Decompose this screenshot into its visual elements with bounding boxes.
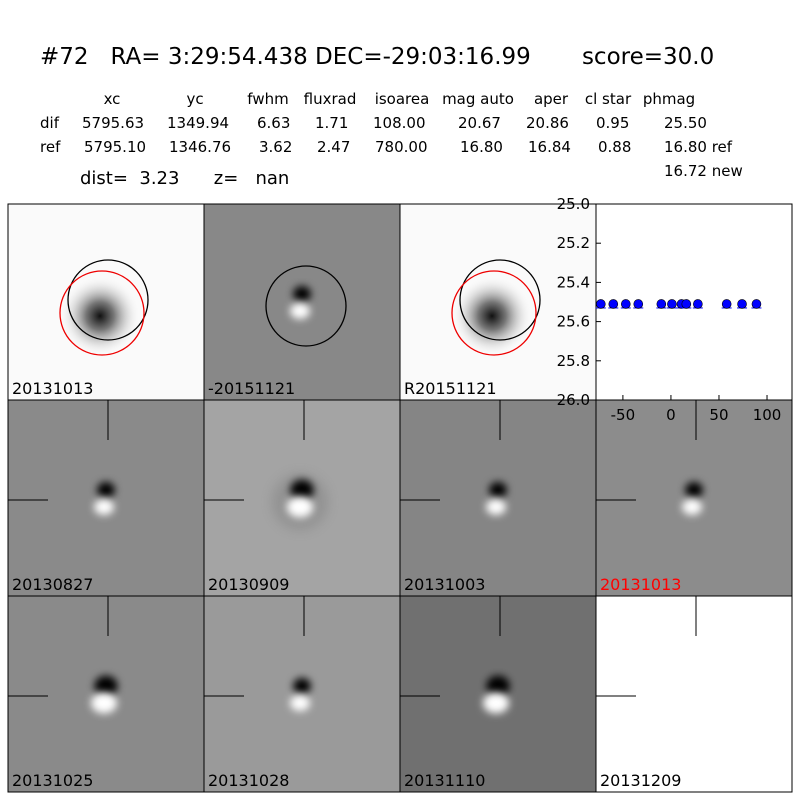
- table-cell: 108.00: [373, 114, 426, 132]
- table-cell: 0.95: [596, 114, 629, 132]
- table-cell: 16.80 ref: [664, 138, 733, 156]
- dipole-pos: [486, 499, 506, 515]
- y-tick-label: 25.6: [557, 313, 590, 331]
- table-cell: 0.88: [598, 138, 631, 156]
- table-cell: 1.71: [315, 114, 348, 132]
- dipole-pos: [682, 499, 702, 515]
- dipole-neg: [94, 675, 118, 697]
- column-header: fluxrad: [304, 90, 357, 108]
- table-cell: 5795.10: [84, 138, 146, 156]
- table-cell: 16.84: [528, 138, 571, 156]
- x-tick-label: 50: [709, 406, 728, 424]
- stamp-label: -20151121: [208, 379, 295, 398]
- column-header: fwhm: [247, 90, 288, 108]
- table-cell: 2.47: [317, 138, 350, 156]
- point: [721, 299, 732, 309]
- y-tick-label: 25.4: [557, 273, 590, 291]
- dipole-pos: [290, 303, 310, 319]
- column-header: yc: [186, 90, 203, 108]
- column-header: cl star: [585, 90, 632, 108]
- star: [60, 276, 140, 356]
- dipole-neg: [290, 479, 314, 501]
- stamp-label: 20131013: [600, 575, 681, 594]
- dipole-neg: [685, 482, 703, 498]
- point: [693, 299, 703, 309]
- table-cell: 3.62: [259, 138, 292, 156]
- dipole-neg: [97, 482, 115, 498]
- dipole-pos: [290, 695, 310, 711]
- point: [596, 299, 606, 309]
- point: [656, 299, 667, 309]
- aperture-ref: [59, 270, 145, 356]
- dist-line: dist= 3.23 z= nan: [80, 168, 289, 189]
- dipole-neg: [486, 675, 510, 697]
- table-cell: 20.67: [458, 114, 501, 132]
- point: [608, 299, 619, 309]
- aperture: [265, 265, 347, 347]
- stamp-label: 20131209: [600, 771, 681, 790]
- dipole-neg: [293, 286, 311, 302]
- new-mag: 16.72 new: [664, 162, 743, 180]
- point: [633, 299, 644, 309]
- stamp-label: 20131028: [208, 771, 289, 790]
- stamp-label: 20130827: [12, 575, 93, 594]
- column-header: aper: [534, 90, 569, 108]
- stamp-label: 20131003: [404, 575, 485, 594]
- dipole-pos: [94, 499, 114, 515]
- stamp-label: 20130909: [208, 575, 289, 594]
- x-tick-label: 0: [666, 406, 676, 424]
- point: [667, 299, 677, 309]
- table-cell: 16.80: [460, 138, 503, 156]
- y-tick-label: 25.2: [557, 234, 590, 252]
- point: [751, 299, 762, 309]
- dipole-pos: [91, 692, 117, 714]
- column-header: phmag: [643, 90, 695, 108]
- dipole-pos: [287, 496, 313, 518]
- table-cell: 20.86: [526, 114, 569, 132]
- star: [452, 276, 532, 356]
- dipole-neg: [293, 678, 311, 694]
- x-tick-label: -50: [611, 406, 636, 424]
- stamp-label: 20131110: [404, 771, 485, 790]
- table-cell: 780.00: [375, 138, 428, 156]
- table-cell: 6.63: [257, 114, 290, 132]
- point: [737, 299, 747, 309]
- title: #72 RA= 3:29:54.438 DEC=-29:03:16.99 sco…: [40, 44, 714, 70]
- point: [620, 299, 631, 309]
- stamp-label: 20131013: [12, 379, 93, 398]
- table-cell: 1346.76: [169, 138, 231, 156]
- dipole-pos: [483, 692, 509, 714]
- table-cell: 5795.63: [82, 114, 144, 132]
- table-cell: ref: [40, 138, 61, 156]
- column-header: xc: [104, 90, 121, 108]
- table-cell: 25.50: [664, 114, 707, 132]
- aperture: [67, 259, 149, 341]
- aperture: [459, 259, 541, 341]
- stamp: [595, 595, 793, 793]
- column-header: isoarea: [375, 90, 430, 108]
- y-tick-label: 25.8: [557, 352, 590, 370]
- aperture-ref: [451, 270, 537, 356]
- stamp-label: 20131025: [12, 771, 93, 790]
- point: [681, 299, 692, 309]
- dipole-neg: [489, 482, 507, 498]
- stamp: [399, 595, 597, 793]
- x-tick-label: 100: [753, 406, 782, 424]
- stamp-label: R20151121: [404, 379, 497, 398]
- y-tick-label: 25.0: [557, 195, 590, 213]
- y-tick-label: 26.0: [557, 391, 590, 409]
- table-cell: 1349.94: [167, 114, 229, 132]
- table-cell: dif: [40, 114, 60, 132]
- column-header: mag auto: [442, 90, 514, 108]
